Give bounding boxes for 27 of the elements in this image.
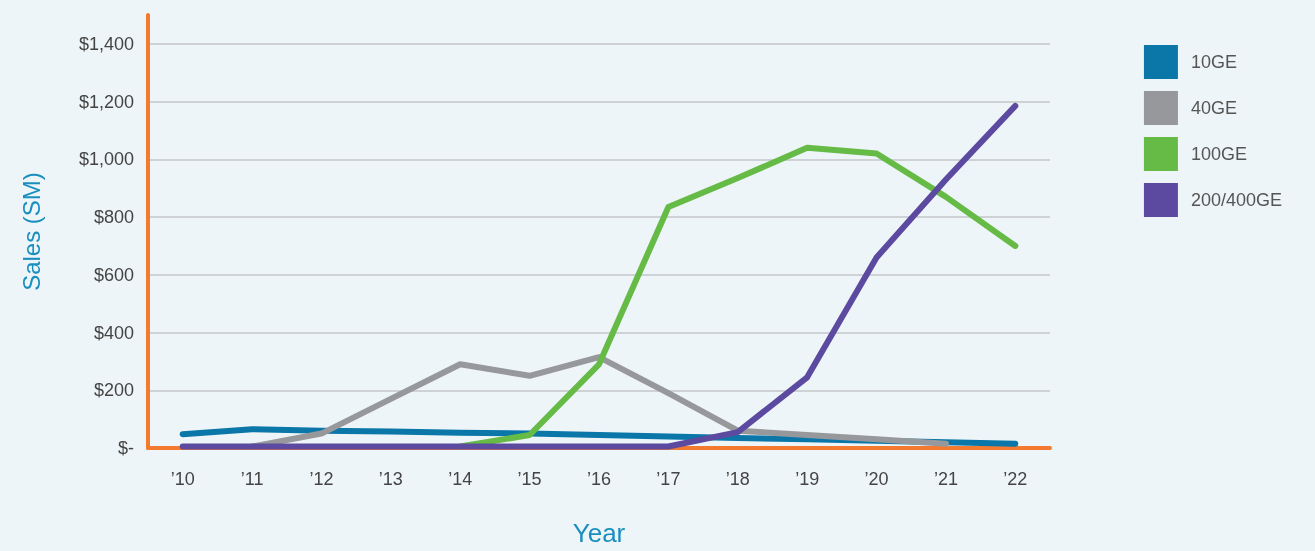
x-tick-label: ’14	[448, 469, 473, 489]
x-tick-label: ’17	[656, 469, 681, 489]
legend-label: 200/400GE	[1190, 190, 1283, 210]
x-tick-label: ’19	[795, 469, 820, 489]
x-tick-label: ’22	[1003, 469, 1028, 489]
x-tick-label: ’16	[586, 469, 612, 489]
x-tick-label: ’10	[170, 469, 195, 489]
legend-label: 40GE	[1190, 98, 1237, 118]
x-tick-label: ’11	[240, 469, 264, 489]
x-tick-label: ’20	[864, 469, 889, 489]
x-axis-title: Year	[572, 518, 626, 548]
y-tick-label: $1,000	[78, 149, 134, 170]
legend-label: 100GE	[1190, 144, 1247, 164]
y-tick-label: $600	[93, 264, 134, 285]
y-tick-label: $1,400	[78, 33, 134, 54]
x-tick-label: ’18	[725, 469, 750, 489]
legend-label: 10GE	[1190, 52, 1237, 72]
y-axis-title: Sales (SM)	[17, 172, 45, 291]
y-tick-label: $-	[117, 438, 134, 458]
y-tick-label: $200	[93, 380, 134, 401]
x-tick-label: ’21	[933, 469, 958, 489]
y-tick-label: $400	[93, 322, 134, 343]
y-tick-label: $800	[93, 207, 134, 228]
x-tick-label: ’13	[378, 469, 403, 489]
x-tick-label: ’15	[517, 469, 542, 489]
y-tick-label: $1,200	[78, 91, 134, 112]
x-tick-label: ’12	[309, 469, 334, 489]
